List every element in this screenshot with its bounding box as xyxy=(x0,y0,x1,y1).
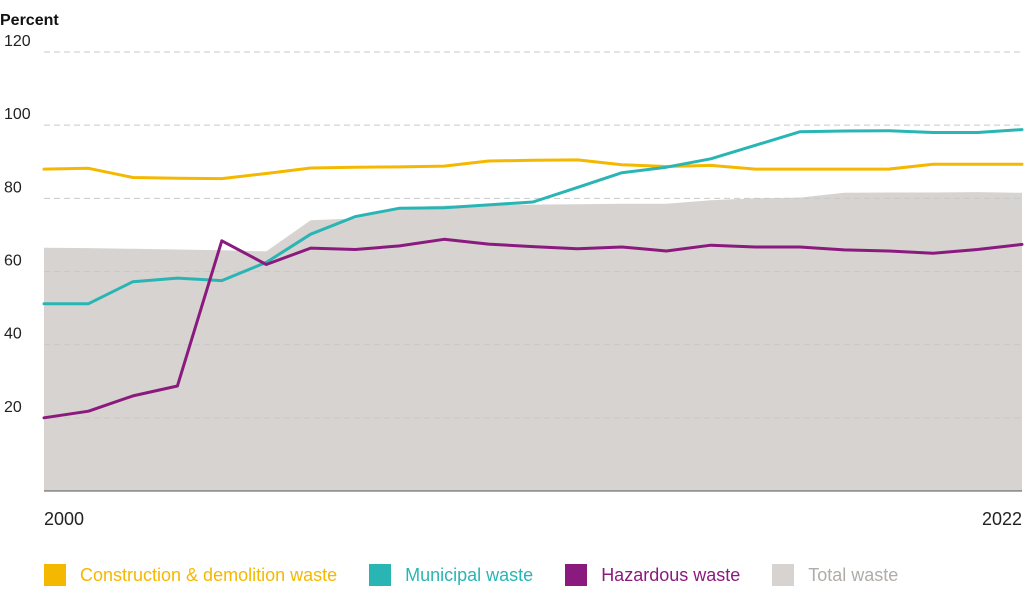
legend-item: Total waste xyxy=(772,564,898,586)
y-tick-label: 80 xyxy=(4,179,22,196)
grid-layer xyxy=(44,51,1022,419)
legend-item: Municipal waste xyxy=(369,564,533,586)
y-tick-label: 100 xyxy=(4,106,31,123)
legend-swatch xyxy=(565,564,588,586)
axis-layer: 20 40 60 80 100 120 2000 2022 xyxy=(4,33,1022,529)
y-tick-label: 120 xyxy=(4,33,31,50)
legend-label: Municipal waste xyxy=(405,564,534,585)
series-line-construction-demolition-waste xyxy=(42,158,1024,181)
y-axis-title: Percent xyxy=(0,12,59,29)
legend-label: Hazardous waste xyxy=(601,564,741,585)
y-tick-label: 40 xyxy=(4,326,22,343)
y-tick-label: 20 xyxy=(4,399,22,416)
legend-swatch xyxy=(369,564,392,586)
series-line-municipal-waste xyxy=(42,128,1024,306)
legend: Construction & demolition waste Municipal… xyxy=(44,564,930,586)
line-layer xyxy=(42,128,1024,420)
legend-swatch xyxy=(44,564,66,586)
series-line-hazardous-waste xyxy=(42,237,1024,420)
series-area-total-waste xyxy=(44,192,1022,491)
y-tick-label: 60 xyxy=(4,253,22,270)
chart: 20 40 60 80 100 120 2000 2022 Percent xyxy=(0,12,1024,529)
legend-item: Construction & demolition waste xyxy=(44,564,337,586)
legend-label: Construction & demolition waste xyxy=(80,564,338,585)
area-layer xyxy=(44,192,1022,491)
legend-swatch xyxy=(772,564,795,586)
x-tick-label: 2000 xyxy=(44,509,84,529)
legend-label: Total waste xyxy=(808,564,899,585)
legend-item: Hazardous waste xyxy=(565,564,740,586)
x-tick-label: 2022 xyxy=(982,509,1022,529)
